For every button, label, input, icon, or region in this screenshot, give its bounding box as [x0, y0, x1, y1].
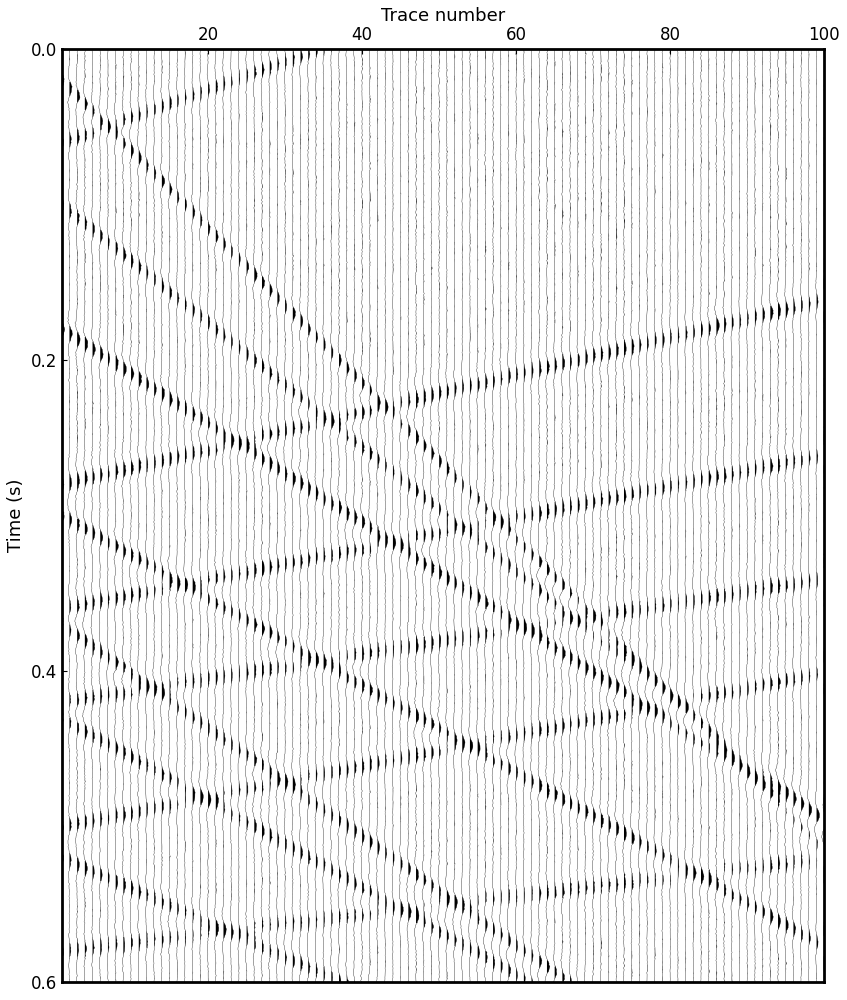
- X-axis label: Trace number: Trace number: [381, 7, 505, 25]
- Y-axis label: Time (s): Time (s): [7, 479, 25, 552]
